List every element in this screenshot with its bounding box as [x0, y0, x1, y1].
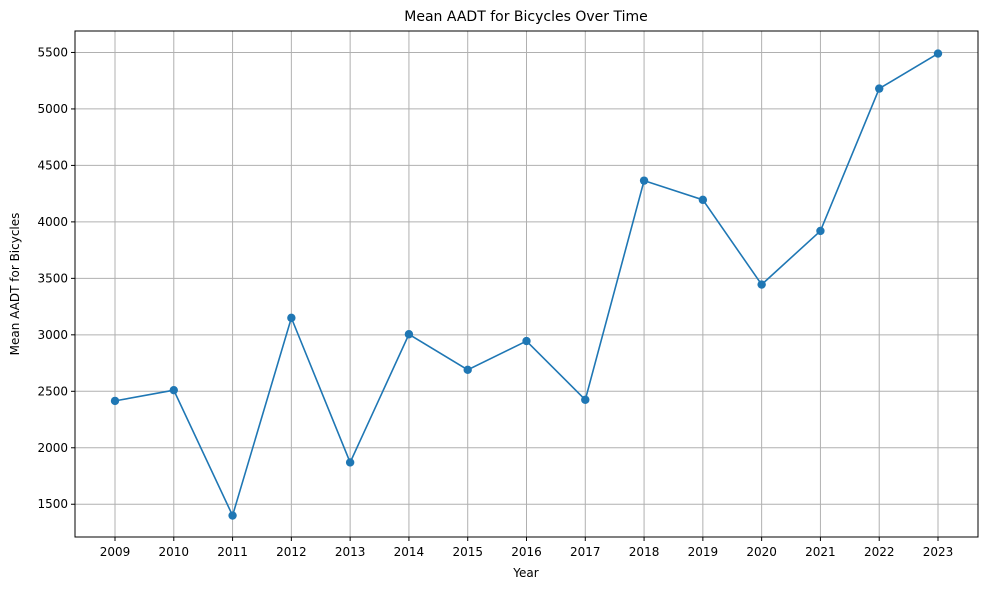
y-tick-label: 4000: [37, 215, 68, 229]
grid-lines: [75, 31, 978, 537]
x-tick-label: 2015: [452, 545, 483, 559]
y-tick-label: 1500: [37, 497, 68, 511]
y-axis-title: Mean AADT for Bicycles: [8, 213, 22, 356]
data-point: [816, 226, 825, 236]
data-point: [287, 313, 296, 323]
y-tick-label: 4500: [37, 158, 68, 172]
x-tick-label: 2023: [923, 545, 954, 559]
data-point: [698, 195, 708, 205]
x-tick-label: 2019: [688, 545, 719, 559]
x-axis-title: Year: [512, 566, 538, 580]
x-tick-label: 2016: [511, 545, 542, 559]
x-tick-label: 2017: [570, 545, 601, 559]
y-tick-label: 5500: [37, 45, 68, 59]
y-tick-label: 5000: [37, 102, 68, 116]
y-axis: 1500 2000 2500 3000 3500 4000 4500 5000 5500: [37, 45, 75, 511]
data-point: [404, 330, 414, 339]
x-tick-label: 2012: [276, 545, 307, 559]
x-tick-label: 2009: [100, 545, 131, 559]
y-tick-label: 3000: [37, 328, 68, 342]
series-layer: [110, 49, 943, 520]
x-tick-label: 2013: [335, 545, 366, 559]
x-tick-label: 2010: [159, 545, 190, 559]
data-point: [933, 49, 943, 58]
y-tick-label: 2500: [37, 384, 68, 398]
data-point: [639, 176, 649, 185]
y-tick-label: 2000: [37, 441, 68, 455]
data-point: [757, 280, 766, 289]
data-point: [581, 395, 590, 404]
data-point: [522, 336, 531, 346]
data-point: [110, 396, 120, 406]
x-tick-label: 2021: [805, 545, 836, 559]
data-point: [463, 365, 472, 375]
x-tick-label: 2018: [629, 545, 660, 559]
chart-title: Mean AADT for Bicycles Over Time: [404, 9, 647, 25]
data-point: [169, 385, 178, 395]
x-tick-label: 2014: [394, 545, 425, 559]
x-axis: 2009 2010 2011 2012 2013 2014 2015 2016 2017 2018…: [100, 537, 954, 559]
y-tick-label: 3500: [37, 271, 68, 285]
x-tick-label: 2020: [746, 545, 777, 559]
data-point: [345, 458, 355, 467]
x-tick-label: 2011: [217, 545, 248, 559]
data-point: [228, 511, 237, 520]
data-point: [875, 84, 884, 93]
x-tick-label: 2022: [864, 545, 895, 559]
